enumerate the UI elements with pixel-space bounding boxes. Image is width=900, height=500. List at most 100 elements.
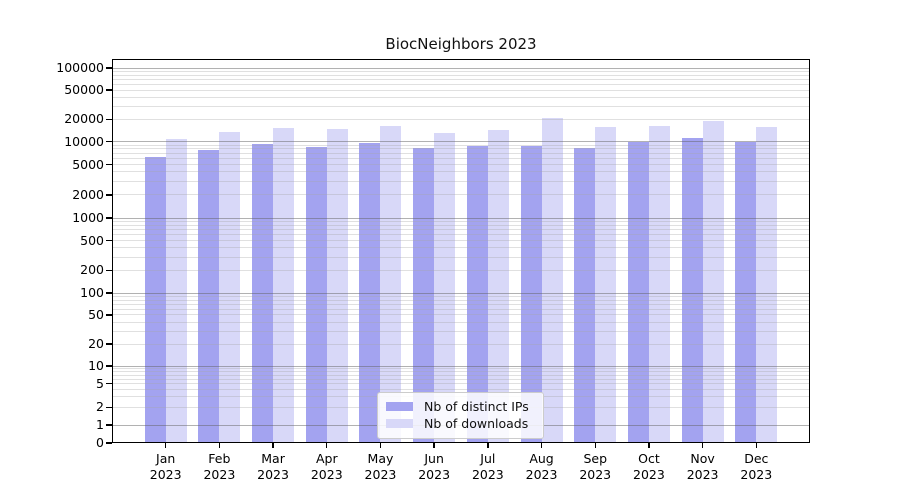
legend-label-downloads: Nb of downloads [424, 416, 529, 431]
bar-downloads [326, 128, 348, 443]
y-tick-label: 1 [96, 417, 104, 432]
x-tick-mark [755, 443, 757, 448]
y-tick-label: 5000 [72, 156, 104, 172]
gridline-major [112, 67, 810, 69]
y-tick-label: 100000 [56, 60, 104, 75]
gridline-minor [112, 118, 810, 120]
bar-downloads [648, 126, 670, 443]
gridline-minor [112, 295, 810, 297]
gridline-minor [112, 96, 810, 98]
gridline-minor [112, 256, 810, 258]
gridline-minor [112, 144, 810, 146]
gridline-minor [112, 181, 810, 182]
x-tick-mark [648, 443, 650, 448]
bar-distinct-ips [627, 141, 649, 443]
x-tick-mark [164, 443, 167, 448]
y-tick-mark [106, 217, 112, 219]
gridline-major [112, 292, 810, 294]
gridline-minor [112, 83, 810, 85]
y-tick-label: 2 [96, 399, 104, 415]
legend-swatch-distinct-ips-icon [386, 402, 413, 411]
x-tick-label: Oct 2023 [633, 451, 665, 482]
legend-label-distinct-ips: Nb of distinct IPs [424, 399, 529, 414]
bar-distinct-ips [413, 147, 435, 443]
gridline-minor [112, 371, 810, 373]
bar-downloads [165, 139, 187, 443]
bar-distinct-ips [466, 146, 488, 443]
y-tick-mark [106, 269, 112, 272]
bar-distinct-ips [198, 149, 220, 443]
gridline-major [112, 365, 810, 367]
x-tick-label: Feb 2023 [203, 451, 236, 482]
gridline-minor [112, 374, 810, 376]
gridline-minor [112, 269, 810, 271]
gridline-minor [112, 321, 810, 323]
gridline-minor [112, 78, 810, 80]
gridline-minor [112, 314, 810, 316]
bar-distinct-ips [681, 138, 703, 443]
bar-downloads [756, 126, 778, 443]
x-tick-label: Dec 2023 [740, 451, 773, 482]
gridline-major [112, 217, 810, 219]
y-tick-mark [106, 314, 112, 316]
y-tick-label: 50000 [64, 82, 104, 98]
bar-distinct-ips [735, 142, 757, 443]
gridline-minor [112, 330, 810, 332]
y-tick-mark [106, 424, 112, 426]
x-tick-mark [701, 443, 704, 448]
grid-layer [112, 59, 810, 443]
gridline-minor [112, 194, 810, 196]
gridline-minor [112, 74, 810, 76]
gridline-minor [112, 229, 810, 231]
x-tick-label: Nov 2023 [686, 451, 719, 482]
x-tick-label: Aug 2023 [525, 451, 558, 482]
y-tick-label: 20 [88, 336, 104, 352]
x-tick-mark [540, 443, 543, 448]
gridline-minor [112, 164, 810, 166]
plot-area [112, 59, 810, 443]
x-tick-mark [594, 443, 596, 448]
y-tick-mark [106, 140, 112, 143]
gridline-minor [112, 388, 810, 390]
gridline-minor [112, 234, 810, 236]
gridline-minor [112, 152, 810, 154]
x-tick-label: Jan 2023 [149, 451, 182, 482]
x-tick-label: Sep 2023 [579, 451, 612, 482]
y-tick-mark [106, 194, 112, 196]
y-tick-mark [106, 67, 112, 69]
gridline-minor [112, 157, 810, 159]
legend-row-distinct-ips: Nb of distinct IPs [386, 398, 529, 415]
bar-downloads [219, 132, 241, 443]
y-tick-mark [106, 163, 112, 166]
gridline-minor [112, 303, 810, 305]
x-tick-mark [272, 443, 274, 448]
bar-downloads [541, 117, 563, 443]
y-tick-label: 0 [96, 435, 104, 450]
y-tick-mark [106, 383, 112, 385]
y-tick-label: 2000 [72, 186, 104, 202]
y-tick-label: 5 [96, 375, 104, 391]
legend: Nb of distinct IPs Nb of downloads [377, 392, 544, 439]
gridline-minor [112, 224, 810, 226]
y-tick-mark [106, 365, 112, 367]
legend-row-downloads: Nb of downloads [386, 415, 529, 432]
gridline-minor [112, 220, 810, 222]
y-tick-label: 10 [88, 358, 104, 373]
x-tick-mark [218, 443, 221, 448]
bar-distinct-ips [144, 157, 166, 443]
gridline-minor [112, 299, 810, 301]
y-tick-mark [106, 118, 112, 121]
y-tick-label: 500 [80, 232, 104, 248]
legend-swatch-downloads-icon [386, 419, 413, 428]
gridline-minor [112, 105, 810, 107]
bar-distinct-ips [520, 146, 542, 443]
y-tick-label: 10000 [64, 133, 104, 149]
gridline-minor [112, 240, 810, 242]
x-tick-label: May 2023 [364, 451, 397, 482]
gridline-minor [112, 148, 810, 150]
bar-downloads [273, 127, 295, 443]
bar-distinct-ips [305, 146, 327, 443]
y-tick-mark [106, 406, 112, 408]
gridline-minor [112, 308, 810, 310]
